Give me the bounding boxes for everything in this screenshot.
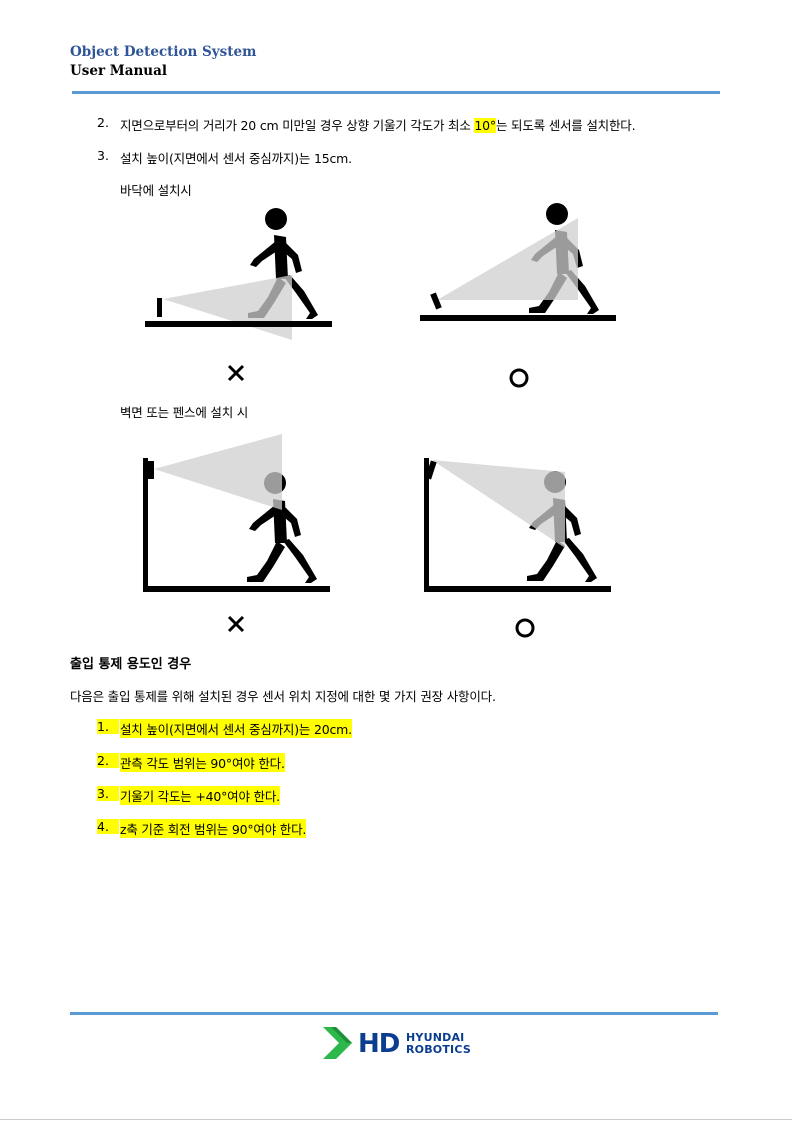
item-number: 4. <box>97 819 119 834</box>
logo-line-2: ROBOTICS <box>406 1043 471 1056</box>
floor-line <box>420 315 616 321</box>
section-intro: 다음은 출입 통제를 위해 설치된 경우 센서 위치 지정에 대한 몇 가지 권… <box>70 689 496 704</box>
step-number: 3. <box>97 148 109 163</box>
wall-install-label: 벽면 또는 펜스에 설치 시 <box>120 405 249 420</box>
floor-line <box>145 321 332 327</box>
header-rule <box>72 91 720 94</box>
wall-line <box>143 458 148 592</box>
sensor-icon <box>146 461 154 479</box>
page-edge <box>0 1119 792 1120</box>
right-mark-icon <box>515 618 535 638</box>
item-text: 기울기 각도는 +40°여야 한다. <box>120 786 280 805</box>
wall-right-diagram <box>424 458 611 592</box>
sensor-field-of-view <box>154 434 282 510</box>
sensor-icon <box>430 292 442 310</box>
step-number: 2. <box>97 115 109 130</box>
wall-wrong-diagram <box>143 434 330 592</box>
sensor-field-of-view <box>163 275 292 340</box>
section-heading: 출입 통제 용도인 경우 <box>70 657 192 672</box>
item-text: 관측 각도 범위는 90°여야 한다. <box>120 753 285 772</box>
item-number: 1. <box>97 719 119 734</box>
document-subtitle: User Manual <box>70 63 167 79</box>
item-text: 설치 높이(지면에서 센서 중심까지)는 20cm. <box>120 719 352 738</box>
floor-line <box>143 586 330 592</box>
item-number: 2. <box>97 753 119 768</box>
sensor-icon <box>157 298 162 317</box>
wall-line <box>424 458 429 592</box>
floor-wrong-diagram <box>145 208 332 340</box>
right-mark-icon <box>509 368 529 388</box>
wrong-mark-icon <box>227 615 245 633</box>
sensor-field-of-view <box>437 218 578 300</box>
step-text-pre: 지면으로부터의 거리가 20 cm 미만일 경우 상향 기울기 각도가 최소 <box>120 118 475 133</box>
logo-brand: HD <box>358 1029 400 1059</box>
step-text: 지면으로부터의 거리가 20 cm 미만일 경우 상향 기울기 각도가 최소 1… <box>120 115 636 134</box>
item-text: z축 기준 회전 범위는 90°여야 한다. <box>120 819 306 838</box>
wrong-mark-icon <box>227 364 245 382</box>
floor-right-diagram <box>420 203 616 321</box>
footer-rule <box>70 1012 718 1015</box>
step-text: 설치 높이(지면에서 센서 중심까지)는 15cm. <box>120 151 352 166</box>
document-title: Object Detection System <box>70 44 257 60</box>
step-text-post: 는 되도록 센서를 설치한다. <box>495 118 636 133</box>
logo-line-1: HYUNDAI <box>406 1031 465 1044</box>
highlighted-angle: 10° <box>474 118 496 133</box>
item-number: 3. <box>97 786 119 801</box>
sensor-field-of-view <box>432 460 565 548</box>
floor-install-label: 바닥에 설치시 <box>120 183 192 198</box>
floor-line <box>424 586 611 592</box>
sensor-icon <box>425 460 437 480</box>
